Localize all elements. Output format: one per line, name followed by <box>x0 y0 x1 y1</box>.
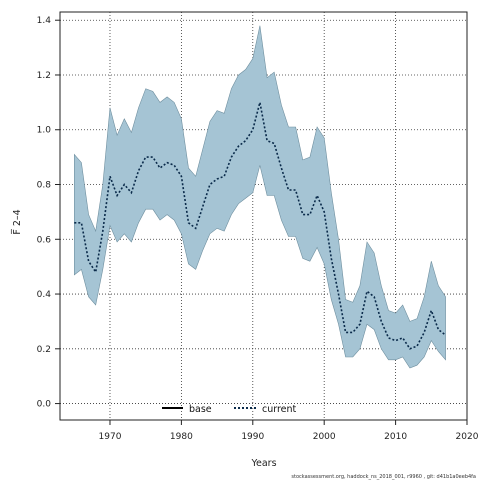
plot-frame <box>59 11 468 421</box>
legend-current-label: current <box>262 404 297 415</box>
y-tick-label: 0.4 <box>37 290 52 300</box>
x-tick-label: 1970 <box>99 432 122 442</box>
y-tick-label: 0.6 <box>37 235 52 245</box>
x-tick-label: 2010 <box>384 432 407 442</box>
x-tick-label: 1990 <box>241 432 264 442</box>
confidence-band <box>74 25 446 369</box>
x-tick-label: 2020 <box>456 432 479 442</box>
y-tick-label: 0.0 <box>37 400 52 410</box>
legend: base current <box>162 404 297 415</box>
y-tick-label: 1.4 <box>37 16 52 26</box>
y-tick-label: 0.2 <box>37 345 51 355</box>
y-axis-title: F̅ 2–4 <box>11 209 23 234</box>
footer-note: stockassessment.org, haddock_ns_2018_001… <box>291 474 476 480</box>
y-tick-label: 1.0 <box>37 126 52 136</box>
y-tick-label: 1.2 <box>37 71 51 81</box>
y-axis: 0.0 0.2 0.4 0.6 0.8 1.0 1.2 1.4 <box>37 16 60 410</box>
x-axis-title: Years <box>250 458 276 469</box>
y-tick-label: 0.8 <box>37 181 52 191</box>
legend-base-label: base <box>189 404 212 415</box>
x-tick-label: 1980 <box>170 432 193 442</box>
x-tick-label: 2000 <box>313 432 336 442</box>
x-axis: 1970 1980 1990 2000 2010 2020 <box>99 420 479 442</box>
